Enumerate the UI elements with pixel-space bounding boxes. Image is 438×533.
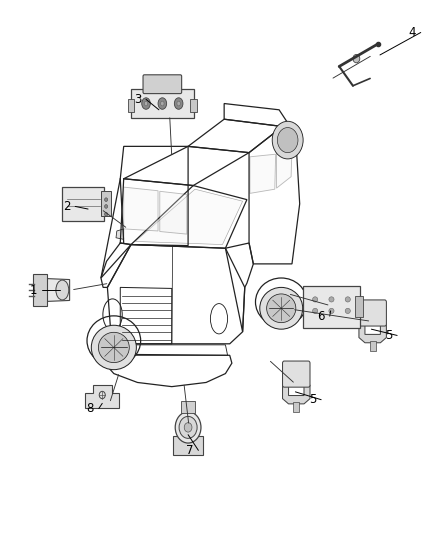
Polygon shape — [276, 148, 292, 188]
Polygon shape — [160, 191, 187, 234]
Ellipse shape — [313, 308, 318, 313]
FancyBboxPatch shape — [370, 341, 376, 351]
Polygon shape — [85, 385, 120, 408]
FancyBboxPatch shape — [33, 274, 47, 306]
Ellipse shape — [158, 98, 166, 109]
FancyBboxPatch shape — [293, 402, 299, 411]
Polygon shape — [135, 189, 243, 245]
Ellipse shape — [353, 54, 360, 63]
FancyBboxPatch shape — [62, 187, 104, 221]
Ellipse shape — [313, 297, 318, 302]
Polygon shape — [45, 279, 70, 302]
Ellipse shape — [161, 101, 164, 106]
Ellipse shape — [329, 297, 334, 302]
Ellipse shape — [56, 280, 69, 300]
Text: 2: 2 — [63, 200, 71, 213]
FancyBboxPatch shape — [355, 296, 363, 317]
Ellipse shape — [260, 287, 303, 329]
Text: 6: 6 — [318, 310, 325, 322]
FancyBboxPatch shape — [131, 90, 194, 118]
Ellipse shape — [144, 101, 148, 106]
Text: 1: 1 — [30, 284, 37, 296]
Ellipse shape — [267, 294, 296, 322]
FancyBboxPatch shape — [143, 75, 182, 94]
FancyBboxPatch shape — [181, 401, 195, 413]
Text: 4: 4 — [408, 26, 416, 39]
Text: 7: 7 — [186, 444, 194, 457]
Ellipse shape — [277, 127, 298, 152]
Ellipse shape — [179, 416, 197, 438]
Ellipse shape — [91, 325, 136, 370]
FancyBboxPatch shape — [283, 361, 310, 387]
Ellipse shape — [345, 308, 350, 313]
FancyBboxPatch shape — [359, 300, 386, 326]
Polygon shape — [283, 385, 310, 404]
Ellipse shape — [142, 98, 150, 109]
Ellipse shape — [345, 297, 350, 302]
Polygon shape — [359, 324, 386, 343]
Text: 3: 3 — [134, 93, 141, 106]
Polygon shape — [116, 229, 124, 239]
Ellipse shape — [99, 332, 129, 362]
FancyBboxPatch shape — [101, 191, 111, 216]
Polygon shape — [124, 187, 158, 231]
Ellipse shape — [105, 213, 108, 216]
Text: 8: 8 — [87, 402, 94, 415]
Text: 5: 5 — [385, 329, 392, 342]
Text: 5: 5 — [309, 393, 316, 406]
Ellipse shape — [177, 101, 180, 106]
Ellipse shape — [105, 205, 108, 208]
Polygon shape — [190, 99, 197, 112]
Ellipse shape — [175, 411, 201, 443]
Ellipse shape — [105, 198, 108, 201]
Ellipse shape — [329, 308, 334, 313]
Ellipse shape — [272, 122, 303, 159]
Polygon shape — [250, 154, 276, 193]
FancyBboxPatch shape — [303, 286, 360, 328]
Polygon shape — [128, 99, 134, 112]
FancyBboxPatch shape — [173, 436, 203, 455]
Ellipse shape — [174, 98, 183, 109]
Ellipse shape — [184, 423, 192, 432]
